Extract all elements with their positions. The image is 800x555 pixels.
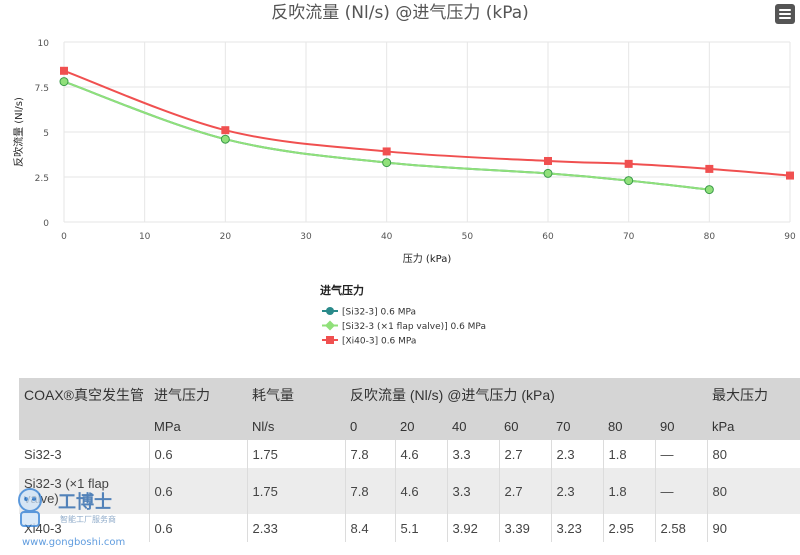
legend-item: [Xi40-3] 0.6 MPa	[342, 337, 416, 347]
legend-marker	[325, 320, 335, 331]
unit-pressure: 40	[447, 412, 499, 440]
data-point	[705, 164, 714, 173]
data-point	[624, 176, 634, 186]
series-line	[63, 69, 791, 177]
legend-marker	[326, 336, 334, 344]
data-point	[382, 158, 392, 168]
cell-value: —	[655, 440, 708, 468]
cell-consumption: 1.75	[247, 468, 346, 514]
header-blowoff: 反吹流量 (Nl/s) @进气压力 (kPa)	[345, 378, 707, 412]
cell-value: 2.3	[551, 440, 604, 468]
table-header-row: COAX®真空发生管 进气压力 耗气量 反吹流量 (Nl/s) @进气压力 (k…	[19, 378, 800, 412]
cell-value: 3.92	[447, 514, 500, 542]
cell-value: 4.6	[395, 468, 448, 514]
cell-value: 8.4	[345, 514, 396, 542]
unit-pressure: 70	[551, 412, 603, 440]
cell-value: 2.3	[551, 468, 604, 514]
cell-consumption: 2.33	[247, 514, 346, 542]
cell-consumption: 1.75	[247, 440, 346, 468]
unit-pressure: 80	[603, 412, 655, 440]
unit-inlet: MPa	[149, 412, 247, 440]
unit-max: kPa	[707, 412, 800, 440]
cell-value: 1.8	[603, 440, 656, 468]
cell-value: 3.3	[447, 468, 500, 514]
spec-table: COAX®真空发生管 进气压力 耗气量 反吹流量 (Nl/s) @进气压力 (k…	[19, 378, 800, 542]
data-point	[382, 147, 391, 156]
data-point	[220, 134, 230, 144]
unit-model	[19, 412, 149, 440]
cell-model: Xi40-3	[19, 514, 150, 542]
data-point	[704, 185, 714, 195]
cell-max: 80	[707, 468, 800, 514]
cell-value: 2.95	[603, 514, 656, 542]
cell-value: 2.58	[655, 514, 708, 542]
x-tick-label: 70	[623, 232, 635, 242]
cell-value: 2.7	[499, 468, 552, 514]
cell-max: 90	[707, 514, 800, 542]
cell-value: 3.39	[499, 514, 552, 542]
header-inlet-pressure: 进气压力	[149, 378, 247, 412]
table-unit-row: MPa Nl/s 0 20 40 60 70 80 90 kPa	[19, 412, 800, 440]
data-point	[786, 171, 794, 180]
x-tick-label: 60	[542, 232, 554, 242]
data-point	[544, 156, 552, 165]
data-point	[624, 159, 633, 168]
cell-value: 2.7	[499, 440, 552, 468]
legend-item: [Si32-3 (×1 flap valve)] 0.6 MPa	[342, 322, 486, 332]
legend-title: 进气压力	[320, 283, 364, 297]
cell-inlet: 0.6	[149, 440, 248, 468]
cell-max: 80	[707, 440, 800, 468]
x-tick-label: 10	[139, 232, 151, 242]
x-tick-label: 20	[220, 232, 232, 242]
y-tick-label: 5	[43, 129, 49, 139]
y-tick-label: 2.5	[35, 174, 49, 184]
chart-area: 反吹流量 (Nl/s) @进气压力 (kPa) 0 2.5 5 7.5 10 0 10 20 30…	[12, 3, 796, 347]
data-point	[543, 168, 553, 178]
unit-consumption: Nl/s	[247, 412, 345, 440]
unit-pressure: 60	[499, 412, 551, 440]
y-tick-label: 10	[38, 39, 50, 49]
hamburger-menu-icon[interactable]	[775, 4, 795, 24]
cell-inlet: 0.6	[149, 468, 248, 514]
x-axis-label: 压力 (kPa)	[403, 252, 452, 265]
x-tick-label: 0	[61, 232, 67, 242]
line-chart: 反吹流量 (Nl/s) @进气压力 (kPa) 0 2.5 5 7.5 10 0 10 20 30…	[12, 3, 796, 347]
y-axis-label: 反吹流量 (Nl/s)	[12, 97, 25, 167]
cell-value: 7.8	[345, 440, 396, 468]
legend-item: [Si32-3] 0.6 MPa	[342, 308, 416, 318]
x-tick-label: 80	[704, 232, 716, 242]
x-tick-label: 50	[462, 232, 474, 242]
unit-pressure: 20	[395, 412, 447, 440]
cell-value: 4.6	[395, 440, 448, 468]
header-model: COAX®真空发生管	[19, 378, 149, 412]
header-max-pressure: 最大压力	[707, 378, 800, 412]
y-tick-label: 7.5	[35, 84, 49, 94]
table-row: Xi40-3 0.6 2.33 8.4 5.1 3.92 3.39 3.23 2…	[19, 514, 800, 542]
cell-value: —	[655, 468, 708, 514]
cell-value: 3.23	[551, 514, 604, 542]
unit-pressure: 0	[345, 412, 395, 440]
cell-value: 5.1	[395, 514, 448, 542]
cell-model: Si32-3	[19, 440, 150, 468]
header-air-consumption: 耗气量	[247, 378, 345, 412]
data-point	[221, 126, 230, 135]
cell-value: 3.3	[447, 440, 500, 468]
chart-title: 反吹流量 (Nl/s) @进气压力 (kPa)	[271, 3, 529, 23]
x-tick-label: 40	[381, 232, 393, 242]
data-point	[60, 66, 68, 75]
data-point	[59, 77, 69, 87]
table-row: Si32-3 (×1 flap valve) 0.6 1.75 7.8 4.6 …	[19, 468, 800, 514]
cell-model: Si32-3 (×1 flap valve)	[19, 468, 150, 514]
x-tick-label: 30	[300, 232, 312, 242]
cell-value: 1.8	[603, 468, 656, 514]
table-row: Si32-3 0.6 1.75 7.8 4.6 3.3 2.7 2.3 1.8 …	[19, 440, 800, 468]
cell-inlet: 0.6	[149, 514, 248, 542]
cell-value: 7.8	[345, 468, 396, 514]
legend-marker	[326, 307, 334, 315]
x-tick-label: 90	[784, 232, 796, 242]
y-tick-label: 0	[43, 219, 49, 229]
unit-pressure: 90	[655, 412, 707, 440]
